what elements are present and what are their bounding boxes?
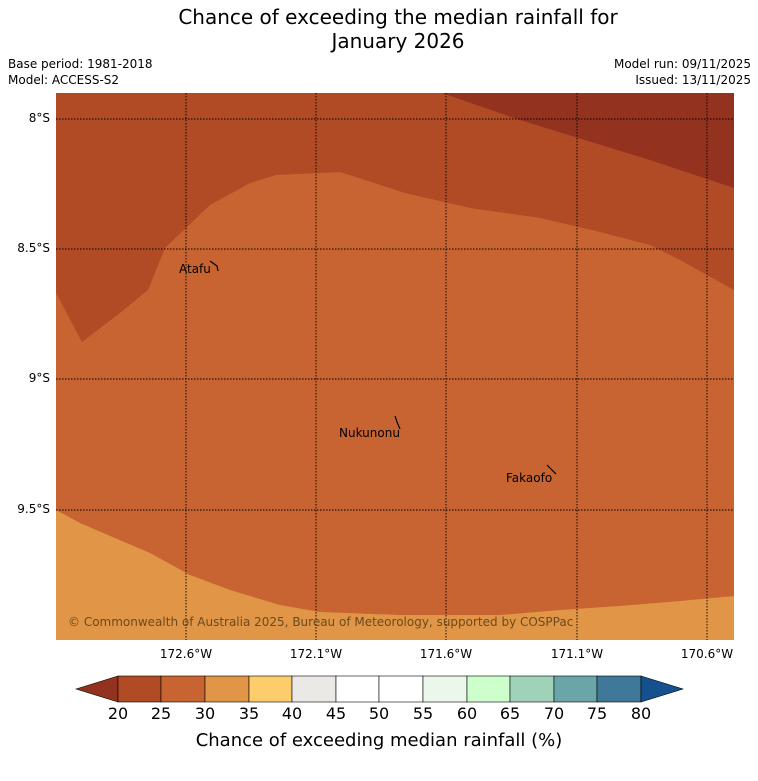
colorbar-axis-label: Chance of exceeding median rainfall (%) xyxy=(195,730,563,751)
map-area: Atafu Nukunonu Fakaofo © Commonwealth of… xyxy=(56,93,734,640)
colorbar-extend-high xyxy=(640,675,685,703)
lat-label: 9°S xyxy=(28,371,50,385)
colorbar-tick-label: 65 xyxy=(499,704,521,723)
lon-label: 170.6°W xyxy=(680,647,734,661)
colorbar-tick-label: 40 xyxy=(281,704,303,723)
model-name: Model: ACCESS-S2 xyxy=(8,73,120,87)
colorbar-segment-50-55 xyxy=(378,675,424,703)
lat-label: 8°S xyxy=(28,111,50,125)
colorbar-tick-label: 45 xyxy=(325,704,347,723)
colorbar-segment-35-40 xyxy=(248,675,293,703)
lon-label: 171.6°W xyxy=(419,647,473,661)
issued-date: Issued: 13/11/2025 xyxy=(635,73,751,87)
colorbar-segment-75-80 xyxy=(596,675,642,703)
colorbar-tick-label: 55 xyxy=(412,704,434,723)
region-below-20 xyxy=(442,93,734,188)
colorbar-tick-label: 20 xyxy=(107,704,129,723)
model-run: Model run: 09/11/2025 xyxy=(613,57,751,71)
nukunonu-coastline xyxy=(394,415,401,430)
colorbar-tick-label: 25 xyxy=(150,704,172,723)
colorbar-segment-25-30 xyxy=(160,675,206,703)
region-30-35 xyxy=(56,510,734,640)
colorbar xyxy=(74,675,685,703)
lat-label: 9.5°S xyxy=(17,502,50,516)
colorbar-extend-low xyxy=(74,675,119,703)
colorbar-tick-label: 30 xyxy=(194,704,216,723)
region-25-30 xyxy=(56,172,734,640)
place-label-nukunonu: Nukunonu xyxy=(339,426,400,440)
meta-right: Model run: 09/11/2025 Issued: 13/11/2025 xyxy=(614,56,751,88)
lon-label: 172.6°W xyxy=(159,647,213,661)
colorbar-segment-60-65 xyxy=(466,675,511,703)
colorbar-segment-65-70 xyxy=(509,675,555,703)
colorbar-tick-label: 50 xyxy=(368,704,390,723)
colorbar-segment-30-35 xyxy=(204,675,250,703)
colorbar-segment-70-75 xyxy=(553,675,598,703)
atafu-coastline xyxy=(209,260,219,272)
coastlines xyxy=(209,260,557,475)
copyright-notice: © Commonwealth of Australia 2025, Bureau… xyxy=(68,615,573,629)
place-label-atafu: Atafu xyxy=(179,262,211,276)
fakaofo-coastline xyxy=(546,464,557,475)
colorbar-tick-label: 60 xyxy=(456,704,478,723)
lon-label: 171.1°W xyxy=(550,647,604,661)
gridlines xyxy=(56,93,734,640)
colorbar-tick-label: 70 xyxy=(543,704,565,723)
colorbar-tick-label: 35 xyxy=(238,704,260,723)
colorbar-tick-label: 80 xyxy=(630,704,652,723)
title-line-1: Chance of exceeding the median rainfall … xyxy=(178,5,618,29)
title-line-2: January 2026 xyxy=(331,29,465,53)
place-label-fakaofo: Fakaofo xyxy=(506,471,552,485)
colorbar-segment-55-60 xyxy=(422,675,468,703)
lat-label: 8.5°S xyxy=(17,241,50,255)
colorbar-segment-45-50 xyxy=(335,675,380,703)
lon-label: 172.1°W xyxy=(289,647,343,661)
colorbar-segment-40-45 xyxy=(291,675,337,703)
chart-title: Chance of exceeding the median rainfall … xyxy=(0,5,758,53)
base-period: Base period: 1981-2018 xyxy=(8,57,153,71)
colorbar-segment-20-25 xyxy=(117,675,162,703)
colorbar-tick-label: 75 xyxy=(586,704,608,723)
meta-left: Base period: 1981-2018 Model: ACCESS-S2 xyxy=(8,56,153,88)
